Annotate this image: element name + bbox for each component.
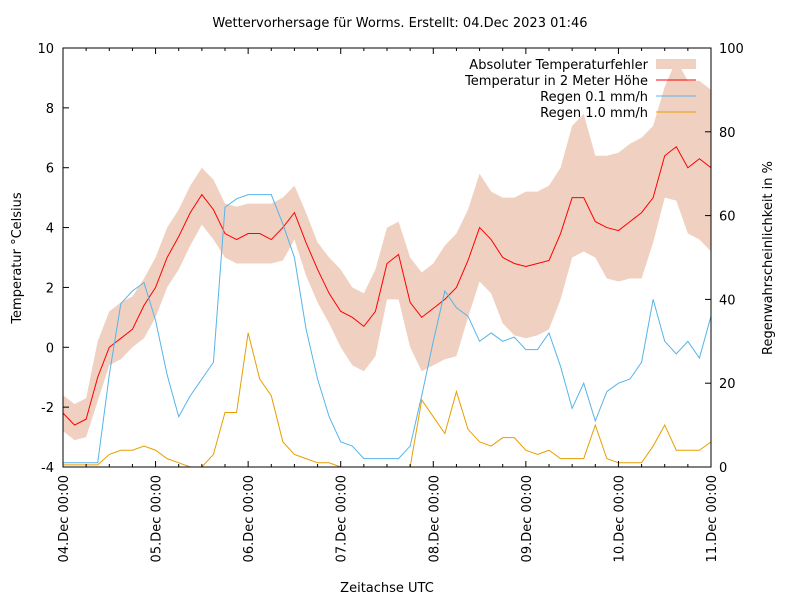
x-axis-label: Zeitachse UTC — [340, 581, 434, 596]
x-tick-label: 04.Dec 00:00 — [57, 475, 72, 562]
y-tick-label: -4 — [41, 461, 54, 476]
y-tick-label: 2 — [46, 281, 54, 296]
y2-tick-label: 60 — [719, 210, 736, 225]
x-tick-label: 11.Dec 00:00 — [705, 475, 720, 562]
legend-label: Regen 0.1 mm/h — [540, 90, 648, 105]
legend-label: Absoluter Temperaturfehler — [469, 58, 648, 73]
x-tick-label: 09.Dec 00:00 — [520, 475, 535, 562]
y2-tick-label: 100 — [719, 42, 744, 57]
y-tick-label: 8 — [46, 102, 54, 117]
y-tick-label: 6 — [46, 162, 54, 177]
x-tick-label: 05.Dec 00:00 — [150, 475, 165, 562]
y2-tick-label: 0 — [719, 461, 727, 476]
x-tick-label: 06.Dec 00:00 — [242, 475, 257, 562]
y-tick-label: 0 — [46, 341, 54, 356]
y2-tick-label: 80 — [719, 126, 736, 141]
legend-label: Regen 1.0 mm/h — [540, 106, 648, 121]
x-tick-label: 07.Dec 00:00 — [335, 475, 350, 562]
y-tick-label: 10 — [37, 42, 54, 57]
legend-label: Temperatur in 2 Meter Höhe — [464, 74, 648, 89]
y-tick-label: -2 — [41, 401, 54, 416]
series-line-3 — [63, 333, 711, 467]
y-axis-label: Temperatur °Celsius — [10, 192, 25, 325]
y2-axis-label: Regenwahrscheinlichkeit in % — [761, 161, 776, 355]
y-tick-label: 4 — [46, 222, 54, 237]
chart-title: Wettervorhersage für Worms. Erstellt: 04… — [212, 16, 587, 31]
legend-swatch — [656, 59, 696, 69]
y2-tick-label: 20 — [719, 377, 736, 392]
x-tick-label: 10.Dec 00:00 — [612, 475, 627, 562]
x-tick-label: 08.Dec 00:00 — [427, 475, 442, 562]
y2-tick-label: 40 — [719, 293, 736, 308]
